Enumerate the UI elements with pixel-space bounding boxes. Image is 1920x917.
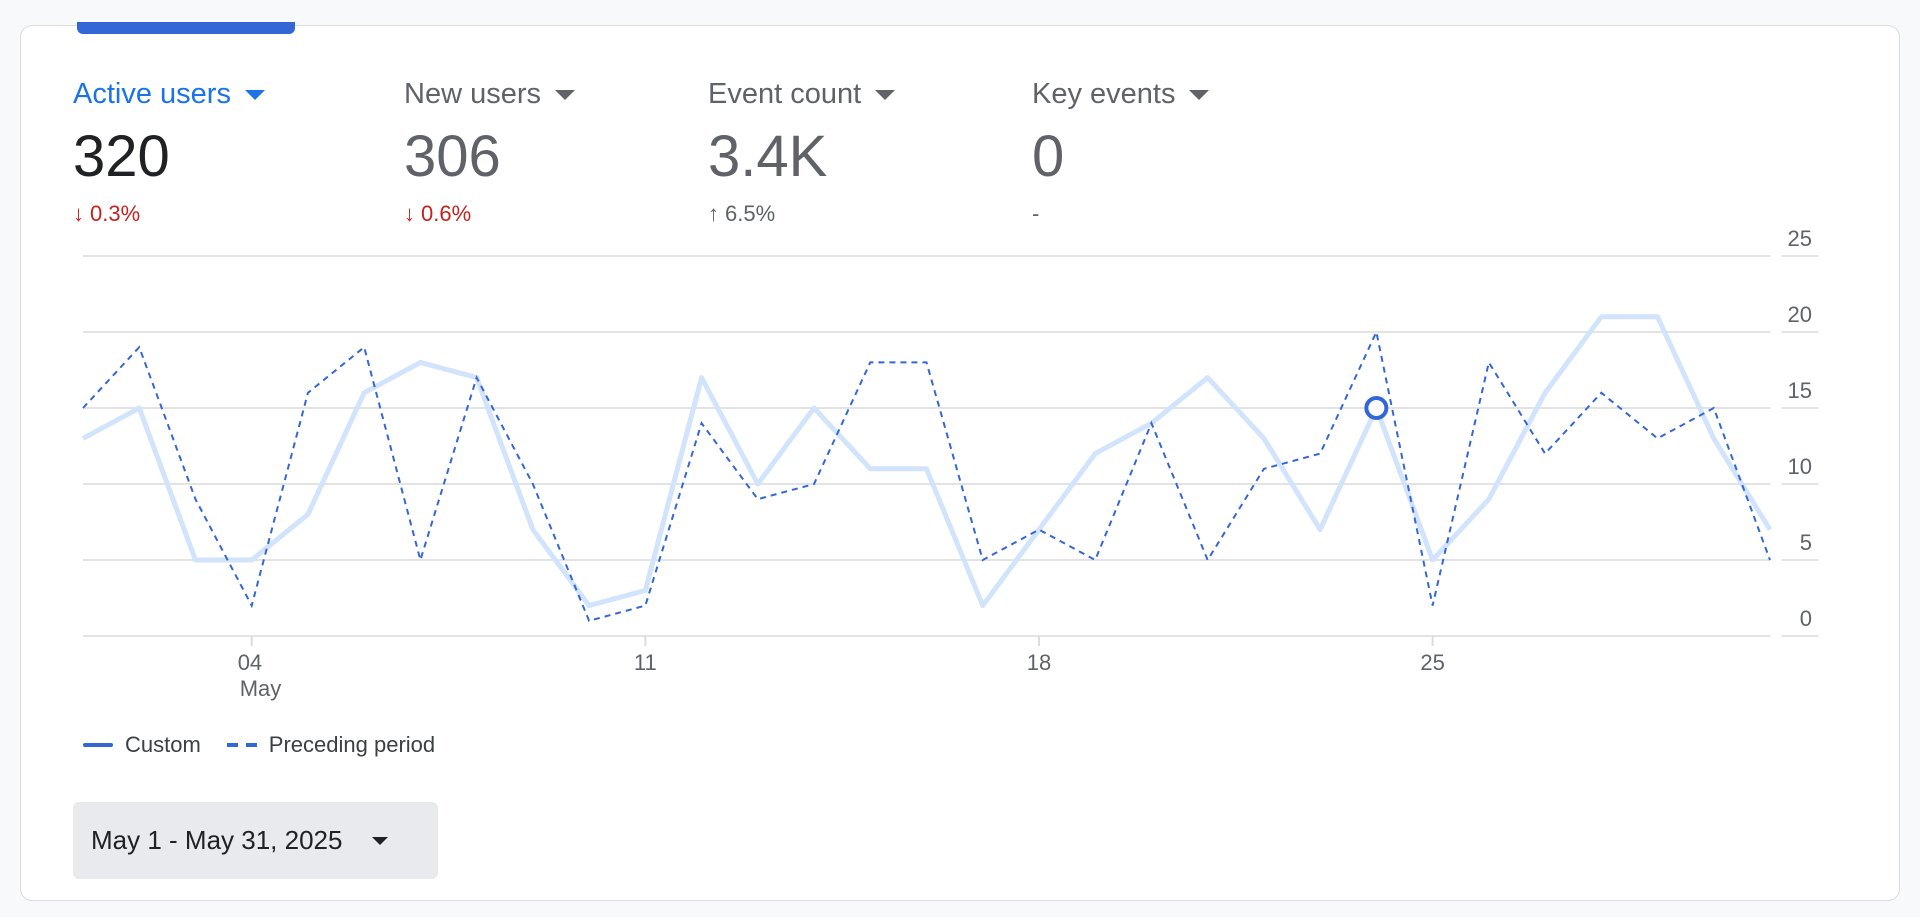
metric-label: Event count (708, 78, 862, 110)
caret-down-icon (875, 89, 896, 100)
y-tick-label: 15 (1788, 378, 1812, 403)
metric-selector[interactable]: Active users (73, 78, 265, 111)
metric-selector[interactable]: Key events (1032, 78, 1210, 111)
x-tick-label: 04 (238, 650, 262, 675)
x-tick-label: 18 (1027, 650, 1051, 675)
date-range-dropdown[interactable]: May 1 - May 31, 2025 (73, 802, 438, 879)
metric-value: 0 (1032, 124, 1065, 189)
delta-value: 0.6% (421, 201, 472, 226)
delta-value: 0.3% (90, 201, 141, 226)
y-tick-label: 0 (1800, 606, 1812, 631)
y-tick-label: 25 (1788, 226, 1812, 251)
chevron-down-icon (372, 836, 389, 845)
caret-down-icon (1189, 89, 1210, 100)
metric-selector[interactable]: Event count (708, 78, 896, 111)
metric-selector[interactable]: New users (404, 78, 575, 111)
y-tick-label: 5 (1800, 530, 1812, 555)
metric-key-events[interactable]: Key events 0 - (1032, 78, 1210, 227)
metric-delta: ↓ 0.6% (404, 201, 575, 227)
metric-active-users[interactable]: Active users 320 ↓ 0.3% (73, 78, 265, 227)
metric-label: New users (404, 78, 541, 110)
metric-delta: - (1032, 201, 1209, 227)
legend-preceding: Preceding period (268, 732, 436, 757)
legend-solid-swatch (83, 743, 113, 747)
caret-down-icon (555, 89, 575, 100)
metric-label: Key events (1032, 78, 1176, 110)
metric-value: 306 (404, 124, 501, 189)
metric-new-users[interactable]: New users 306 ↓ 0.6% (404, 78, 575, 227)
series-line-custom (81, 314, 1773, 609)
y-tick-label: 10 (1788, 454, 1812, 479)
date-range-label: May 1 - May 31, 2025 (91, 825, 343, 855)
metric-value: 320 (73, 124, 170, 189)
metric-value: 3.4K (708, 124, 828, 189)
legend-custom: Custom (125, 732, 201, 757)
metric-label: Active users (73, 78, 231, 110)
caret-down-icon (244, 89, 265, 100)
x-tick-label: 11 (634, 650, 657, 675)
delta-value: - (1032, 201, 1040, 226)
metric-event-count[interactable]: Event count 3.4K ↑ 6.5% (708, 78, 896, 227)
arrow-up-icon: ↑ (708, 201, 719, 226)
legend-dashed-swatch (226, 743, 257, 747)
x-tick-sublabel: May (240, 676, 282, 701)
x-tick-label: 25 (1420, 650, 1444, 675)
arrow-down-icon: ↓ (73, 201, 84, 226)
metric-delta: ↑ 6.5% (708, 201, 895, 227)
delta-value: 6.5% (725, 201, 776, 226)
y-tick-label: 20 (1788, 302, 1812, 327)
selected-tab-indicator (77, 22, 295, 34)
chart-legend: Custom Preceding period (83, 732, 435, 758)
arrow-down-icon: ↓ (404, 201, 415, 226)
metric-delta: ↓ 0.3% (73, 201, 265, 227)
series-line-preceding-period (82, 328, 1771, 622)
highlighted-point (1364, 396, 1389, 420)
